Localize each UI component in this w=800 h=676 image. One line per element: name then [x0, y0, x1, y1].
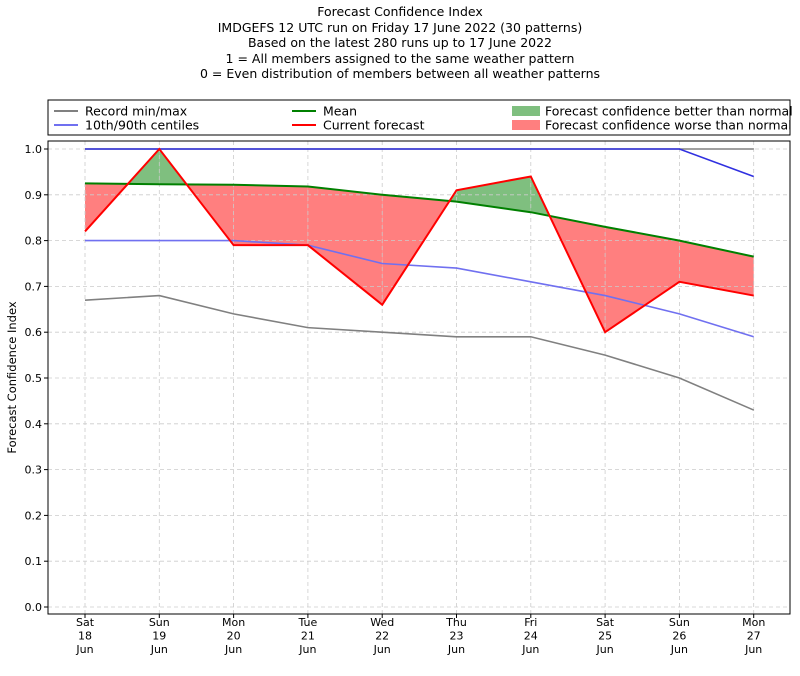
x-tick-label-line: 26	[672, 630, 686, 643]
x-tick-label-line: Jun	[75, 643, 93, 656]
x-tick-label-line: Jun	[373, 643, 391, 656]
x-tick-label-line: Thu	[445, 616, 467, 629]
x-tick-label-line: 25	[598, 630, 612, 643]
x-tick-label-line: Sun	[669, 616, 690, 629]
subtitle-line: Based on the latest 280 runs up to 17 Ju…	[247, 35, 553, 50]
better-than-normal-area	[456, 176, 531, 213]
x-tick-label-line: 24	[524, 630, 538, 643]
x-tick-label: Fri 24 Jun	[521, 616, 539, 656]
legend-label: Forecast confidence worse than normal	[545, 118, 792, 133]
x-tick-label-line: 23	[450, 630, 464, 643]
p10-line	[85, 239, 754, 338]
legend-label: Current forecast	[323, 118, 425, 133]
x-tick-label-line: Tue	[298, 616, 318, 629]
x-tick-label-line: Sun	[149, 616, 170, 629]
series-lines	[84, 147, 755, 411]
x-tick-label-line: Sat	[596, 616, 615, 629]
subtitle-line: 1 = All members assigned to the same wea…	[225, 50, 575, 66]
subtitle-line: 0 = Even distribution of members between…	[199, 66, 601, 81]
x-tick-label-line: Jun	[224, 643, 242, 656]
worse-than-normal-area	[307, 186, 383, 305]
x-tick-label: Tue 21 Jun	[298, 616, 318, 656]
x-tick-label: Sat 25 Jun	[596, 616, 615, 656]
subtitle-line: IMDGEFS 12 UTC run on Friday 17 June 202…	[217, 19, 583, 35]
x-tick-label: Sat 18 Jun	[75, 616, 94, 656]
x-tick-label-line: 18	[78, 630, 92, 643]
x-tick-label-line: Jun	[447, 643, 465, 656]
y-tick-label: 0.2	[25, 509, 43, 522]
x-tick-label-line: 22	[375, 630, 389, 643]
x-tick-label: Sun 19 Jun	[149, 616, 170, 656]
y-tick-label: 0.5	[25, 372, 43, 385]
record-min-line	[84, 294, 755, 411]
y-tick-label: 0.0	[25, 601, 43, 614]
legend-label: Record min/max	[85, 104, 187, 119]
y-tick-label: 0.8	[25, 235, 43, 248]
x-tick-label-line: 20	[227, 630, 241, 643]
p90-line	[85, 148, 754, 178]
legend-swatch-patch	[512, 106, 540, 116]
y-tick-label: 0.7	[25, 280, 43, 293]
x-tick-label: Wed 22 Jun	[370, 616, 394, 656]
x-tick-label-line: 19	[152, 630, 166, 643]
x-tick-label-line: 21	[301, 630, 315, 643]
x-tick-label: Thu 23 Jun	[445, 616, 467, 656]
y-tick-label: 0.9	[25, 189, 43, 202]
x-tick-label-line: 27	[747, 630, 761, 643]
x-tick-label: Mon 20 Jun	[222, 616, 245, 656]
x-tick-label-line: Mon	[222, 616, 245, 629]
legend-label: 10th/90th centiles	[85, 118, 199, 133]
x-tick-label-line: Jun	[670, 643, 688, 656]
x-tick-label-line: Mon	[742, 616, 765, 629]
y-axis-label: Forecast Confidence Index	[5, 301, 19, 453]
legend-label: Forecast confidence better than normal	[545, 104, 793, 119]
x-tick-label: Sun 26 Jun	[669, 616, 690, 656]
x-tick-label-line: Jun	[298, 643, 316, 656]
x-tick-label-line: Fri	[524, 616, 537, 629]
worse-than-normal-area	[605, 226, 680, 333]
x-tick-label-line: Sat	[76, 616, 95, 629]
chart-title: Forecast Confidence Index IMDGEFS 12 UTC…	[0, 4, 800, 82]
worse-than-normal-area	[679, 240, 754, 296]
y-tick-label: 0.4	[25, 418, 43, 431]
mean-line	[84, 182, 754, 258]
legend-label: Mean	[323, 104, 357, 119]
legend-swatch-patch	[512, 120, 540, 130]
x-tick-label-line: Jun	[596, 643, 614, 656]
y-tick-label: 1.0	[25, 143, 43, 156]
worse-than-normal-area	[233, 184, 308, 246]
current-line	[84, 147, 754, 334]
x-tick-label: Mon 27 Jun	[742, 616, 765, 656]
x-tick-label-line: Jun	[150, 643, 168, 656]
title-line: Forecast Confidence Index	[317, 4, 483, 19]
y-tick-label: 0.6	[25, 326, 43, 339]
y-tick-label: 0.3	[25, 464, 43, 477]
x-tick-label-line: Jun	[521, 643, 539, 656]
x-tick-label-line: Wed	[370, 616, 394, 629]
x-tick-label-line: Jun	[744, 643, 762, 656]
y-tick-label: 0.1	[25, 555, 43, 568]
legend-box	[47, 99, 791, 136]
